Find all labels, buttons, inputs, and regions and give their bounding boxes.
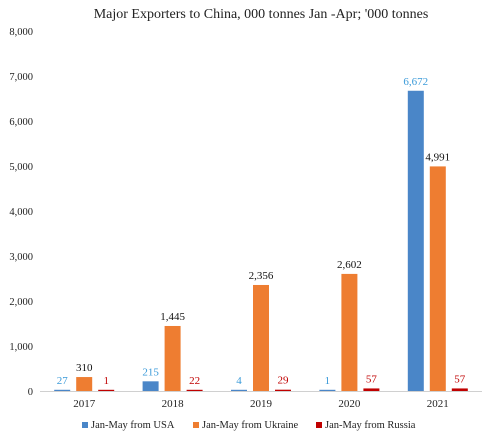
legend-swatch bbox=[316, 422, 322, 428]
bar bbox=[429, 166, 446, 391]
bars bbox=[54, 90, 468, 391]
x-axis: 2017 2018 2019 2020 2021 bbox=[40, 391, 482, 410]
data-labels: 27 310 1 215 1,445 22 4 2,356 29 1 2,602 57 6,672 4,9… bbox=[57, 76, 466, 387]
data-label: 1 bbox=[103, 375, 109, 387]
y-tick-label: 1,000 bbox=[9, 342, 33, 353]
data-label: 27 bbox=[57, 375, 69, 387]
bar bbox=[253, 284, 269, 391]
data-label: 29 bbox=[278, 375, 290, 387]
x-tick-label: 2018 bbox=[162, 398, 185, 410]
y-tick-label: 2,000 bbox=[9, 297, 33, 308]
y-tick-label: 7,000 bbox=[9, 72, 33, 83]
bar bbox=[341, 273, 358, 391]
bar bbox=[186, 389, 203, 391]
data-label: 2,602 bbox=[337, 259, 362, 271]
y-tick-label: 0 bbox=[28, 387, 33, 398]
data-label: 2,356 bbox=[249, 270, 274, 282]
data-label: 215 bbox=[142, 366, 159, 378]
data-label: 6,672 bbox=[403, 76, 428, 88]
chart-title: Major Exporters to China, 000 tonnes Jan… bbox=[94, 7, 429, 22]
data-label: 57 bbox=[366, 373, 378, 385]
y-axis: 0 1,000 2,000 3,000 4,000 5,000 6,000 7,000 8,00… bbox=[9, 27, 33, 398]
bar bbox=[363, 388, 380, 391]
legend-label: Jan-May from Russia bbox=[325, 420, 416, 431]
data-label: 1,445 bbox=[160, 311, 185, 323]
y-tick-label: 6,000 bbox=[9, 117, 33, 128]
data-label: 310 bbox=[76, 362, 93, 374]
legend: Jan-May from USA Jan-May from Ukraine Jan-… bbox=[82, 420, 416, 431]
data-label: 1 bbox=[325, 375, 331, 387]
y-tick-label: 8,000 bbox=[9, 27, 33, 38]
data-label: 4,991 bbox=[425, 151, 450, 163]
legend-swatch bbox=[82, 422, 88, 428]
bar bbox=[142, 381, 159, 391]
bar bbox=[319, 389, 336, 391]
x-tick-label: 2019 bbox=[250, 398, 273, 410]
data-label: 57 bbox=[454, 373, 466, 385]
legend-label: Jan-May from USA bbox=[91, 420, 175, 431]
legend-label: Jan-May from Ukraine bbox=[202, 420, 299, 431]
y-tick-label: 5,000 bbox=[9, 162, 33, 173]
bar bbox=[231, 389, 247, 391]
x-tick-label: 2017 bbox=[73, 398, 96, 410]
data-label: 4 bbox=[236, 375, 242, 387]
bar bbox=[451, 388, 468, 391]
bar bbox=[54, 389, 71, 391]
legend-swatch bbox=[193, 422, 199, 428]
bar bbox=[98, 389, 115, 391]
x-tick-label: 2020 bbox=[338, 398, 361, 410]
bar bbox=[407, 90, 424, 391]
bar bbox=[164, 325, 181, 391]
x-tick-label: 2021 bbox=[427, 398, 449, 410]
bar bbox=[76, 377, 93, 391]
y-tick-label: 3,000 bbox=[9, 252, 33, 263]
y-tick-label: 4,000 bbox=[9, 207, 33, 218]
bar bbox=[275, 389, 291, 391]
data-label: 22 bbox=[189, 375, 200, 387]
